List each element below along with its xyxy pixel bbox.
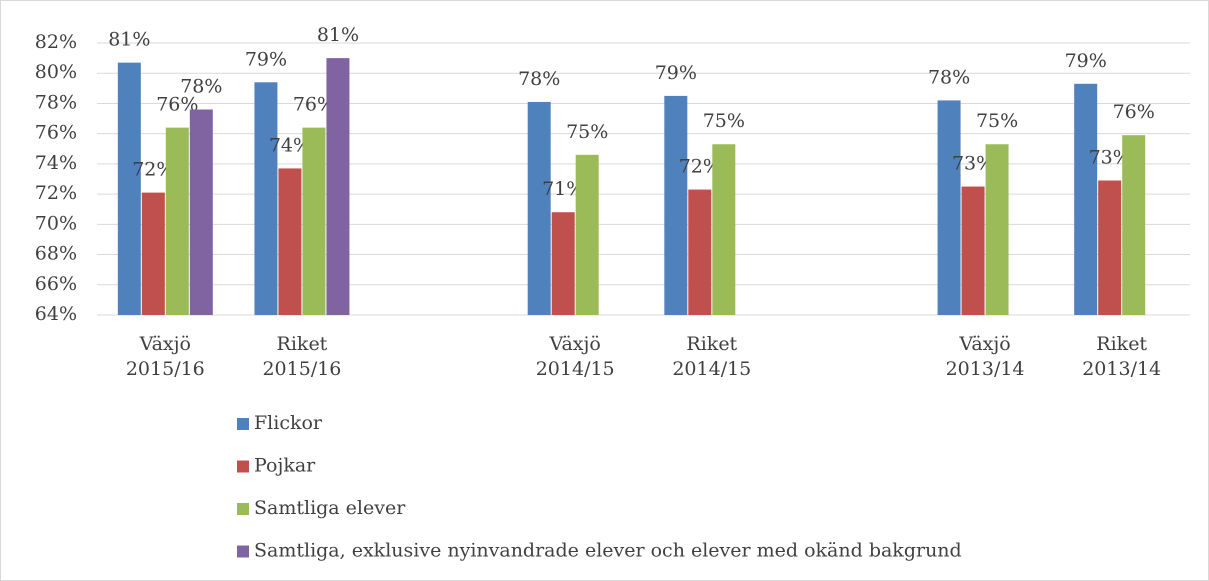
bar: [302, 127, 326, 315]
bar: [326, 58, 350, 315]
bar: [278, 168, 302, 315]
value-label: 72%: [679, 156, 721, 178]
legend-label: Pojkar: [254, 455, 316, 477]
x-tick-label: 2013/14: [946, 358, 1025, 380]
bar: [551, 212, 575, 315]
value-label: 78%: [928, 66, 970, 88]
value-label: 79%: [245, 48, 287, 70]
y-tick-label: 80%: [35, 61, 77, 83]
x-tick-label: Växjö: [549, 333, 601, 355]
x-tick-label: Riket: [277, 333, 328, 355]
value-label: 75%: [566, 121, 608, 143]
bar: [575, 154, 599, 315]
value-label: 81%: [108, 29, 150, 51]
bar: [527, 101, 551, 315]
bar: [961, 186, 985, 315]
legend-swatch: [237, 418, 249, 430]
x-tick-label: Växjö: [139, 333, 191, 355]
y-tick-label: 72%: [35, 182, 77, 204]
value-label: 76%: [156, 94, 198, 116]
value-label: 76%: [1113, 101, 1155, 123]
x-tick-label: Riket: [686, 333, 737, 355]
bar: [688, 189, 712, 315]
y-tick-label: 66%: [35, 273, 77, 295]
value-label: 75%: [976, 110, 1018, 132]
bar: [1098, 180, 1122, 315]
legend-label: Flickor: [254, 412, 323, 434]
x-tick-label: 2014/15: [536, 358, 615, 380]
y-tick-label: 76%: [35, 122, 77, 144]
x-tick-label: 2013/14: [1082, 358, 1161, 380]
value-label: 74%: [269, 134, 311, 156]
y-tick-label: 64%: [35, 303, 77, 325]
bar: [165, 127, 189, 315]
y-tick-label: 68%: [35, 243, 77, 265]
value-label: 76%: [293, 94, 335, 116]
x-tick-label: 2015/16: [262, 358, 341, 380]
value-label: 81%: [317, 24, 359, 46]
bar: [141, 192, 165, 315]
y-tick-label: 82%: [35, 31, 77, 53]
x-tick-label: Växjö: [958, 333, 1010, 355]
bar: [937, 100, 961, 315]
bar: [254, 82, 278, 316]
y-tick-label: 78%: [35, 91, 77, 113]
value-label: 73%: [1089, 147, 1131, 169]
value-label: 73%: [952, 153, 994, 175]
legend-label: Samtliga elever: [254, 497, 406, 519]
value-label: 79%: [655, 62, 697, 84]
bar: [664, 95, 688, 315]
value-label: 75%: [703, 110, 745, 132]
x-tick-label: Riket: [1096, 333, 1147, 355]
x-tick-label: 2015/16: [126, 358, 205, 380]
legend-label: Samtliga, exklusive nyinvandrade elever …: [254, 540, 962, 562]
bar: [1122, 135, 1146, 315]
bar: [189, 109, 213, 315]
x-tick-label: 2014/15: [672, 358, 751, 380]
legend-swatch: [237, 503, 249, 515]
y-tick-label: 74%: [35, 152, 77, 174]
value-label: 78%: [518, 68, 560, 90]
value-label: 72%: [132, 159, 174, 181]
legend-swatch: [237, 460, 249, 473]
value-label: 71%: [542, 178, 584, 200]
value-label: 78%: [180, 75, 222, 97]
bar: [1074, 83, 1098, 315]
value-label: 79%: [1065, 50, 1107, 72]
y-tick-label: 70%: [35, 212, 77, 234]
legend-swatch: [237, 545, 249, 558]
bar: [985, 144, 1009, 315]
bar: [117, 62, 141, 316]
bar: [712, 144, 736, 315]
